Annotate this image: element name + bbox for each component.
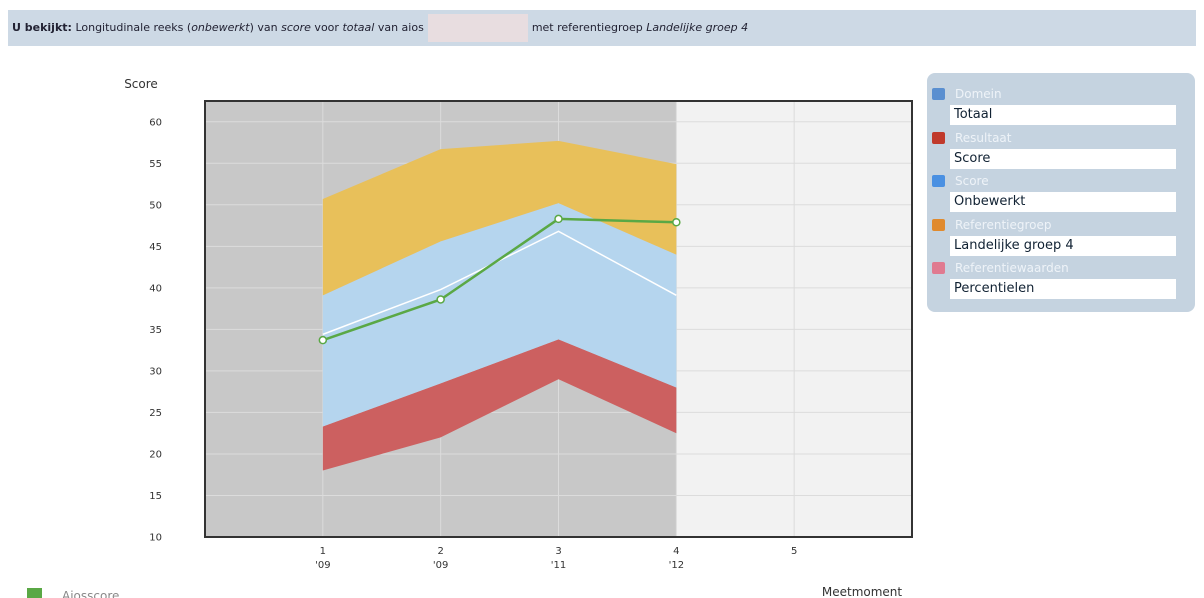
score-point xyxy=(554,214,563,224)
sidebar-label: Referentiegroep xyxy=(955,217,1052,232)
sidebar-label: Score xyxy=(955,174,989,188)
header-text: ) van xyxy=(249,21,282,34)
y-tick-label: 60 xyxy=(149,117,162,128)
sidebar-icon xyxy=(932,218,945,231)
y-axis-label: Score xyxy=(124,77,158,91)
header-text: score xyxy=(281,21,311,34)
header-bar: U bekijkt: Longitudinale reeks (onbewerk… xyxy=(8,10,1196,46)
percentile-band xyxy=(322,339,677,471)
x-tick-label: 4 xyxy=(673,546,679,557)
sidebar: Domein Totaal Resultaat Score Score Onbewerkt… xyxy=(927,73,1195,312)
x-tick-label: 1 xyxy=(320,546,326,557)
y-tick-label: 25 xyxy=(149,408,162,419)
x-tick-label: 2 xyxy=(437,546,443,557)
sidebar-label: Resultaat xyxy=(955,130,1012,145)
y-tick-label: 20 xyxy=(149,449,162,460)
sidebar-value: Landelijke groep 4 xyxy=(950,235,1176,256)
header-text: totaal xyxy=(342,21,375,34)
y-tick-label: 40 xyxy=(149,283,162,294)
y-tick-label: 55 xyxy=(149,159,162,170)
sidebar-value: Totaal xyxy=(950,105,1176,125)
header-text: Longitudinale reeks ( xyxy=(75,21,192,34)
score-point xyxy=(436,295,445,304)
legend-swatch xyxy=(27,588,42,598)
header-text: van aios xyxy=(374,21,424,34)
x-axis-label: Meetmoment xyxy=(822,585,903,598)
legend-label: Aiosscore xyxy=(62,589,119,598)
header-text: Landelijke groep 4 xyxy=(646,21,749,34)
sidebar-icon xyxy=(932,131,945,144)
header-label: U bekijkt: xyxy=(12,21,72,34)
header-text: met referentiegroep xyxy=(531,21,647,34)
sidebar-value: Onbewerkt xyxy=(950,192,1176,212)
x-tick-year: '09 xyxy=(315,560,330,571)
y-tick-label: 50 xyxy=(149,200,162,211)
redacted-name xyxy=(427,14,528,42)
sidebar-value: Score xyxy=(950,148,1176,169)
score-point xyxy=(672,217,681,227)
y-tick-label: 10 xyxy=(149,533,162,544)
sidebar-label: Referentiewaarden xyxy=(955,261,1069,275)
percentile-band xyxy=(322,140,677,296)
sidebar-value: Percentielen xyxy=(950,279,1176,299)
x-tick-year: '12 xyxy=(669,560,684,571)
score-line xyxy=(322,217,677,342)
sidebar-label: Domein xyxy=(955,87,1002,101)
sidebar-icon xyxy=(932,175,945,187)
y-tick-label: 15 xyxy=(149,491,162,502)
x-tick-year: '09 xyxy=(433,560,448,571)
x-tick-year: '11 xyxy=(551,560,566,571)
header-text: onbewerkt xyxy=(191,21,250,34)
score-point xyxy=(318,335,328,345)
plot-border xyxy=(204,100,913,538)
x-tick-label: 5 xyxy=(791,546,797,557)
y-tick-label: 45 xyxy=(149,242,162,253)
header-text: voor xyxy=(310,21,343,34)
y-tick-label: 35 xyxy=(149,325,162,336)
sidebar-icon xyxy=(932,262,945,274)
y-tick-label: 30 xyxy=(149,366,162,377)
percentile-band xyxy=(322,203,677,427)
sidebar-icon xyxy=(932,88,945,100)
x-tick-label: 3 xyxy=(555,546,561,557)
